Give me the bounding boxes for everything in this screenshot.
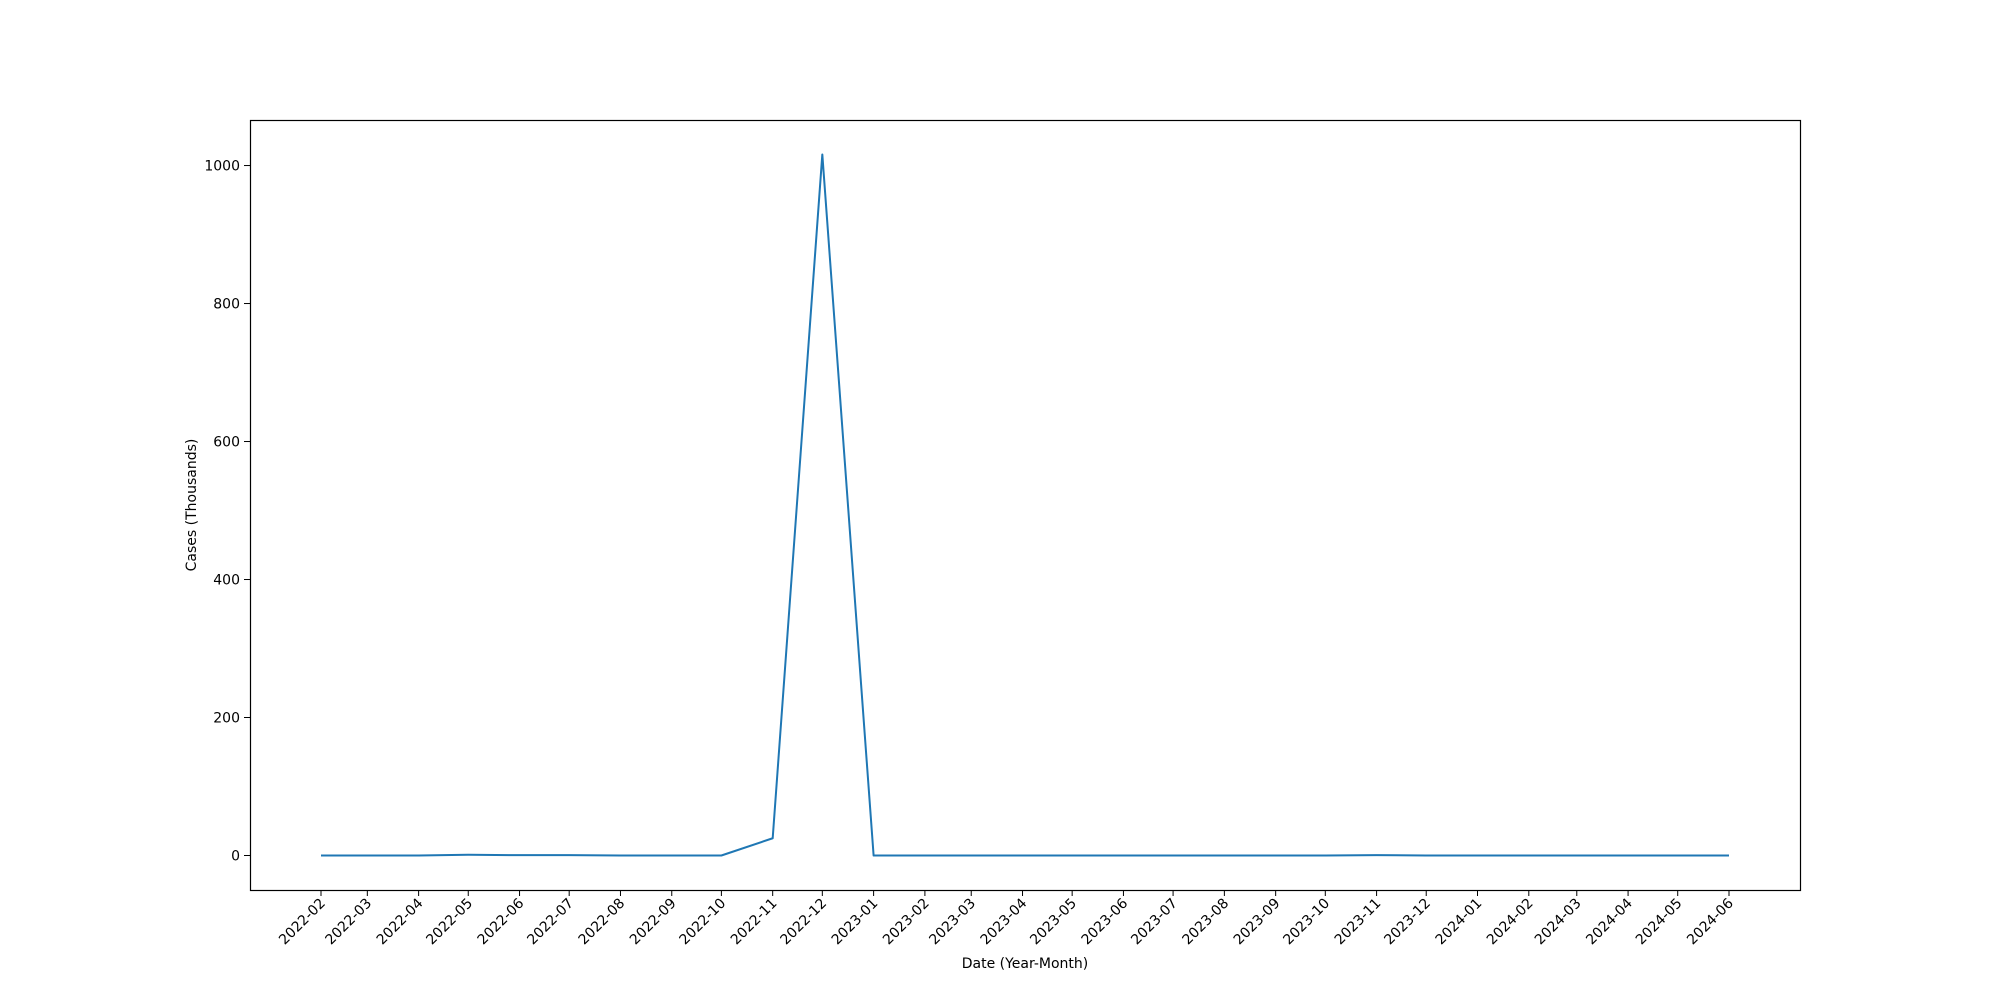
data-point — [771, 836, 775, 840]
plot-frame — [249, 119, 1802, 892]
y-axis-ticks: 0 200 400 600 800 1000 — [204, 159, 250, 865]
data-point — [1527, 854, 1531, 858]
x-tick-label: 2022-10 — [677, 896, 730, 949]
y-tick-label: 1000 — [204, 159, 240, 175]
data-point — [618, 854, 622, 858]
data-point — [1274, 854, 1278, 858]
x-tick-label: 2022-04 — [374, 895, 427, 948]
data-point — [1171, 854, 1175, 858]
data-point — [1070, 854, 1074, 858]
x-tick-label: 2022-05 — [423, 896, 476, 949]
data-point — [1121, 854, 1125, 858]
series-line — [321, 153, 1729, 857]
y-axis-label: Cases (Thousands) — [184, 439, 200, 572]
x-tick-label: 2024-05 — [1633, 896, 1686, 949]
data-point — [1323, 854, 1327, 858]
x-tick-label: 2023-03 — [926, 896, 979, 949]
x-tick-label: 2024-06 — [1684, 895, 1737, 948]
data-point — [820, 152, 824, 156]
data-point — [969, 854, 973, 858]
data-point — [417, 854, 421, 858]
x-tick-label: 2022-12 — [777, 896, 830, 949]
x-tick-label: 2024-04 — [1583, 895, 1636, 948]
data-point — [670, 854, 674, 858]
data-point — [1575, 854, 1579, 858]
data-point — [567, 853, 571, 857]
y-tick-label: 800 — [213, 297, 240, 313]
x-tick-label: 2023-12 — [1381, 896, 1434, 949]
data-point — [466, 853, 470, 857]
x-tick-label: 2022-08 — [576, 896, 629, 949]
x-tick-label: 2024-02 — [1484, 896, 1537, 949]
y-tick-label: 200 — [213, 711, 240, 727]
x-tick-label: 2022-07 — [524, 896, 577, 949]
y-tick-label: 0 — [231, 849, 240, 865]
data-point — [1375, 853, 1379, 857]
data-point — [365, 854, 369, 858]
x-tick-label: 2022-02 — [276, 896, 329, 949]
x-tick-label: 2023-02 — [880, 896, 933, 949]
data-point — [518, 853, 522, 857]
x-tick-label: 2023-08 — [1180, 896, 1233, 949]
x-tick-label: 2022-03 — [322, 896, 375, 949]
x-tick-label: 2023-01 — [829, 896, 882, 949]
data-point — [1021, 854, 1025, 858]
data-points — [319, 152, 1731, 857]
data-point — [1424, 854, 1428, 858]
x-tick-label: 2022-09 — [627, 896, 680, 949]
x-tick-label: 2023-09 — [1231, 896, 1284, 949]
x-tick-label: 2024-03 — [1532, 896, 1585, 949]
x-tick-label: 2024-01 — [1433, 896, 1486, 949]
x-tick-label: 2023-11 — [1332, 896, 1385, 949]
data-point — [719, 854, 723, 858]
data-point — [1476, 854, 1480, 858]
y-tick-label: 600 — [213, 435, 240, 451]
data-point — [1222, 854, 1226, 858]
x-tick-label: 2023-04 — [978, 895, 1031, 948]
x-tick-label: 2022-11 — [728, 896, 781, 949]
x-tick-label: 2023-10 — [1280, 896, 1333, 949]
x-axis-label: Date (Year-Month) — [962, 956, 1089, 972]
data-point — [1727, 854, 1731, 858]
x-tick-label: 2022-06 — [475, 895, 528, 948]
data-point — [319, 854, 323, 858]
x-tick-label: 2023-05 — [1027, 896, 1080, 949]
data-point — [1676, 854, 1680, 858]
data-point — [1626, 854, 1630, 858]
data-point — [923, 854, 927, 858]
x-tick-label: 2023-06 — [1079, 895, 1132, 948]
x-axis-ticks: 2022-022022-032022-042022-052022-062022-… — [276, 890, 1737, 948]
y-tick-label: 400 — [213, 573, 240, 589]
data-point — [872, 854, 876, 858]
x-tick-label: 2023-07 — [1128, 896, 1181, 949]
